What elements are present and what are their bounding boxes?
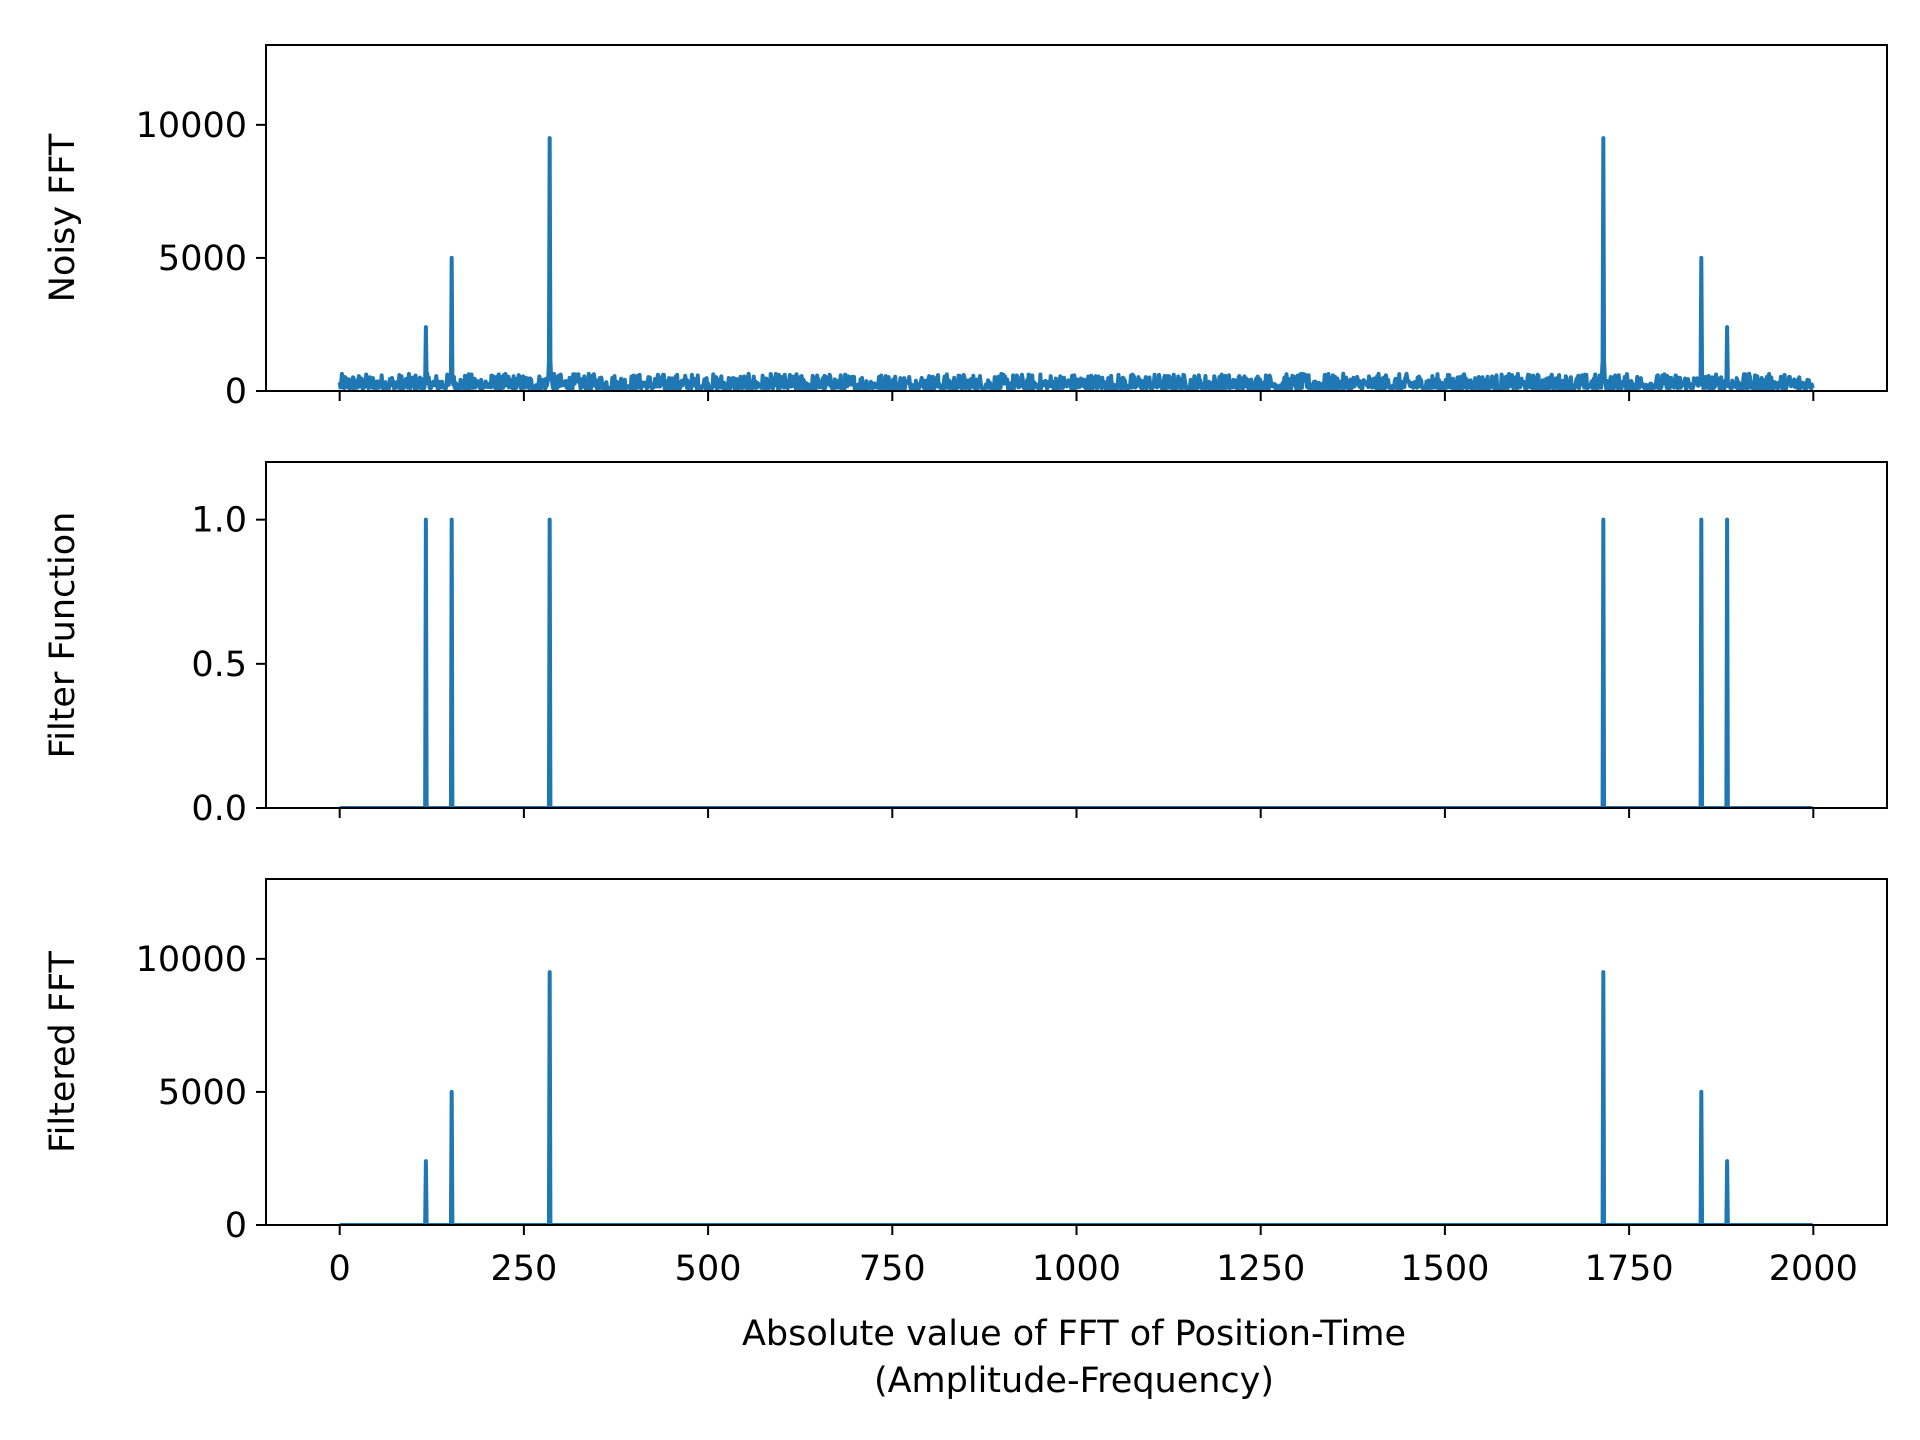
y-axis-label: Filter Function xyxy=(43,512,83,759)
series-line xyxy=(337,136,1815,391)
x-axis-label-line1: Absolute value of FFT of Position-Time xyxy=(742,1314,1406,1354)
y-axis-label: Filtered FFT xyxy=(43,950,83,1152)
y-tick-label: 0 xyxy=(225,1206,247,1246)
x-tick-label: 1500 xyxy=(1400,1249,1489,1289)
y-axis-label: Noisy FFT xyxy=(43,133,83,302)
x-tick-label: 0 xyxy=(329,1249,351,1289)
x-axis-label-line2: (Amplitude-Frequency) xyxy=(874,1361,1274,1401)
x-tick-label: 500 xyxy=(675,1249,742,1289)
x-tick-label: 2000 xyxy=(1769,1249,1858,1289)
x-tick-label: 1000 xyxy=(1032,1249,1121,1289)
y-tick-label: 5000 xyxy=(158,1073,247,1113)
y-tick-label: 0.0 xyxy=(191,789,247,829)
x-tick-label: 250 xyxy=(490,1249,557,1289)
y-tick-label: 0 xyxy=(225,372,247,412)
x-tick-label: 750 xyxy=(859,1249,926,1289)
y-tick-label: 5000 xyxy=(158,239,247,279)
y-tick-label: 1.0 xyxy=(191,501,247,541)
x-tick-label: 1250 xyxy=(1216,1249,1305,1289)
panel-3: 0 5000 10000 0 250 500 750 1000 1250 1500 1750 2000… xyxy=(43,878,1888,1289)
panel-1: 0 5000 10000 Noisy FFT xyxy=(43,44,1888,412)
x-tick-label: 1750 xyxy=(1585,1249,1674,1289)
y-tick-label: 0.5 xyxy=(191,645,247,685)
y-tick-label: 10000 xyxy=(136,940,247,980)
panel-2: 0.0 0.5 1.0 Filter Function xyxy=(43,461,1888,829)
y-tick-label: 10000 xyxy=(136,106,247,146)
